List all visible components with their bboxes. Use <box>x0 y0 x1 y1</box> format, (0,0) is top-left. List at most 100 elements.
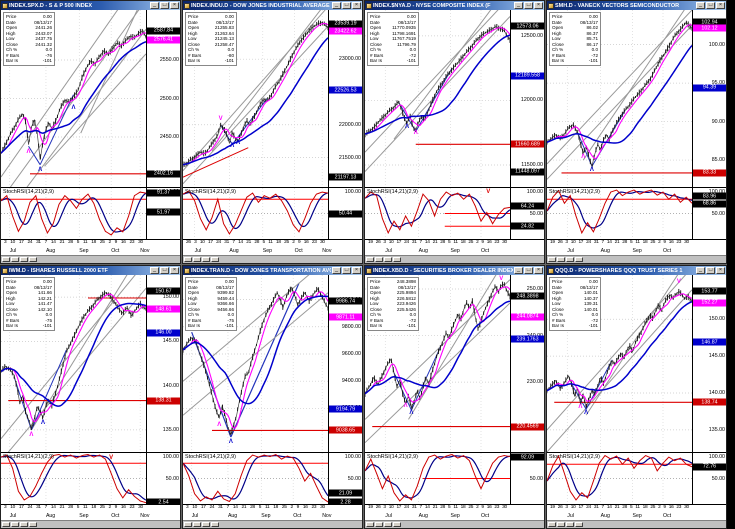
close-button[interactable]: × <box>716 2 725 9</box>
toolbar-button-3[interactable] <box>202 522 210 527</box>
maximize-button[interactable]: □ <box>160 267 169 274</box>
price-tick-label: 100.00 <box>708 41 725 48</box>
price-plot[interactable]: Price 0.00 Date 08/13/17 Open 21255.83 High 212… <box>183 10 328 187</box>
indicator-plot[interactable]: StochRSI(14,21)(2,9) V <box>365 188 510 239</box>
window-menu-icon[interactable] <box>548 267 554 274</box>
close-button[interactable]: × <box>352 2 361 9</box>
maximize-button[interactable]: □ <box>160 2 169 9</box>
minimize-button[interactable]: _ <box>514 267 523 274</box>
toolbar-button-2[interactable] <box>375 522 383 527</box>
toolbar-button-3[interactable] <box>384 257 392 262</box>
window-menu-icon[interactable] <box>2 2 8 9</box>
date-tick: 28 <box>440 240 446 245</box>
indicator-plot[interactable]: StochRSI(14,21)(2,9) <box>547 188 692 239</box>
toolbar-button-4[interactable] <box>393 522 401 527</box>
toolbar-button-1[interactable] <box>548 257 556 262</box>
window-menu-icon[interactable] <box>366 267 372 274</box>
toolbar-button-2[interactable] <box>557 257 565 262</box>
indicator-plot[interactable]: StochRSI(14,21)(2,9) <box>547 453 692 504</box>
toolbar-button-4[interactable] <box>211 522 219 527</box>
price-plot[interactable]: Price 0.00 Date 08/13/17 Open 141.66 High 142.2… <box>1 275 146 452</box>
window-titlebar[interactable]: QQQ.D - POWERSHARES QQQ TRUST SERIES 1 _… <box>547 266 726 275</box>
toolbar-button-3[interactable] <box>20 257 28 262</box>
window-titlebar[interactable]: SMH.D - VANECK VECTORS SEMICONDUCTOR _ □… <box>547 1 726 10</box>
maximize-button[interactable]: □ <box>524 267 533 274</box>
close-button[interactable]: × <box>170 2 179 9</box>
date-tick: 19 <box>550 240 555 245</box>
window-menu-icon[interactable] <box>184 267 190 274</box>
price-plot[interactable]: Price 248.3898 Date 08/13/17 Open 225.9894 Hig… <box>365 275 510 452</box>
close-button[interactable]: × <box>352 267 361 274</box>
toolbar-button-4[interactable] <box>29 257 37 262</box>
price-plot[interactable]: Price 0.00 Date 08/13/17 Open 2441.26 High 2443… <box>1 10 146 187</box>
wave-mark: V <box>676 279 681 286</box>
toolbar-button-2[interactable] <box>193 257 201 262</box>
toolbar-button-2[interactable] <box>193 522 201 527</box>
toolbar-button-1[interactable] <box>2 257 10 262</box>
window-menu-icon[interactable] <box>2 267 8 274</box>
minimize-button[interactable]: _ <box>514 2 523 9</box>
toolbar-button-3[interactable] <box>20 522 28 527</box>
minimize-button[interactable]: _ <box>696 2 705 9</box>
date-tick: 10 <box>388 240 394 245</box>
toolbar-button-3[interactable] <box>202 257 210 262</box>
indicator-axis: 100.00 50.00 2.54 <box>146 453 180 504</box>
close-button[interactable]: × <box>534 2 543 9</box>
minimize-button[interactable]: _ <box>150 2 159 9</box>
minimize-button[interactable]: _ <box>150 267 159 274</box>
window-titlebar[interactable]: IWM.D - ISHARES RUSSELL 2000 ETF _ □ × <box>1 266 180 275</box>
toolbar-button-4[interactable] <box>393 257 401 262</box>
minimize-button[interactable]: _ <box>696 267 705 274</box>
price-label-box: 9871.11 <box>329 313 362 321</box>
close-button[interactable]: × <box>716 267 725 274</box>
window-menu-icon[interactable] <box>184 2 190 9</box>
price-plot[interactable]: Price 0.00 Date 08/13/17 Open 140.01 High 140.3… <box>547 275 692 452</box>
maximize-button[interactable]: □ <box>342 267 351 274</box>
minimize-button[interactable]: _ <box>332 2 341 9</box>
price-label-box: 150.67 <box>147 287 180 295</box>
toolbar-button-1[interactable] <box>366 257 374 262</box>
window-menu-icon[interactable] <box>548 2 554 9</box>
toolbar-button-4[interactable] <box>575 522 583 527</box>
indicator-plot[interactable]: StochRSI(14,21)(2,9) <box>183 188 328 239</box>
toolbar-button-4[interactable] <box>29 522 37 527</box>
maximize-button[interactable]: □ <box>524 2 533 9</box>
window-titlebar[interactable]: INDEX.XBD.D - SECURITIES BROKER DEALER I… <box>365 266 544 275</box>
window-titlebar[interactable]: INDEX.SPX.D - S & P 500 INDEX _ □ × <box>1 1 180 10</box>
price-plot[interactable]: Price 0.00 Date 08/13/17 Open 9399.82 High 9459… <box>183 275 328 452</box>
indicator-plot[interactable]: StochRSI(14,21)(2,9) <box>1 188 146 239</box>
toolbar-button-1[interactable] <box>548 522 556 527</box>
close-button[interactable]: × <box>170 267 179 274</box>
window-titlebar[interactable]: INDEX.$NYA.D - NYSE COMPOSITE INDEX (F _… <box>365 1 544 10</box>
toolbar-button-3[interactable] <box>566 257 574 262</box>
toolbar-button-2[interactable] <box>557 522 565 527</box>
price-label-box: 22526.53 <box>329 86 362 94</box>
toolbar-button-4[interactable] <box>211 257 219 262</box>
toolbar-button-2[interactable] <box>11 257 19 262</box>
price-plot[interactable]: Price 0.00 Date 08/13/17 Open 86.02 High 86.37 L… <box>547 10 692 187</box>
toolbar-button-4[interactable] <box>575 257 583 262</box>
maximize-button[interactable]: □ <box>706 267 715 274</box>
month-label: Nov <box>140 248 150 254</box>
toolbar-button-1[interactable] <box>366 522 374 527</box>
close-button[interactable]: × <box>534 267 543 274</box>
maximize-button[interactable]: □ <box>706 2 715 9</box>
indicator-plot[interactable]: StochRSI(14,21)(2,9) <box>183 453 328 504</box>
toolbar-button-1[interactable] <box>2 522 10 527</box>
toolbar-button-1[interactable] <box>184 257 192 262</box>
price-plot[interactable]: Price 0.00 Date 08/13/17 Open 11770.0935 High 1… <box>365 10 510 187</box>
toolbar-button-1[interactable] <box>184 522 192 527</box>
info-value: -101 <box>406 58 416 63</box>
minimize-button[interactable]: _ <box>332 267 341 274</box>
indicator-plot[interactable]: StochRSI(14,21)(2,9) V <box>1 453 146 504</box>
date-tick: 18 <box>642 240 648 245</box>
window-titlebar[interactable]: INDEX.TRAN.D - DOW JONES TRANSPORTATION … <box>183 266 362 275</box>
indicator-plot[interactable]: StochRSI(14,21)(2,9) <box>365 453 510 504</box>
toolbar-button-3[interactable] <box>384 522 392 527</box>
toolbar-button-3[interactable] <box>566 522 574 527</box>
window-menu-icon[interactable] <box>366 2 372 9</box>
toolbar-button-2[interactable] <box>11 522 19 527</box>
toolbar-button-2[interactable] <box>375 257 383 262</box>
window-titlebar[interactable]: INDEX.INDU.D - DOW JONES INDUSTRIAL AVER… <box>183 1 362 10</box>
maximize-button[interactable]: □ <box>342 2 351 9</box>
